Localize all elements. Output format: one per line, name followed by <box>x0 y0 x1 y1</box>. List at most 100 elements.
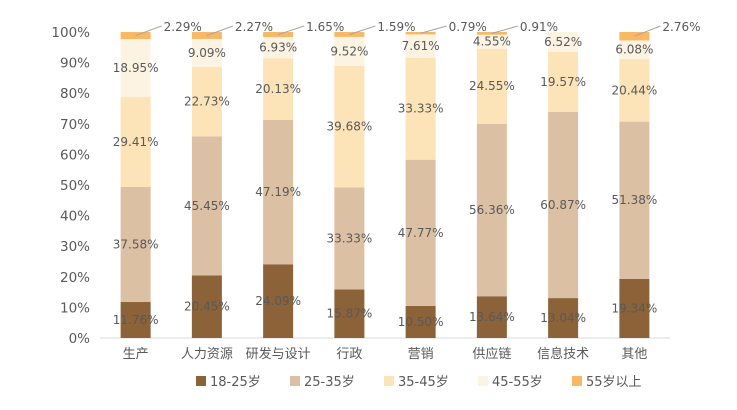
bar-segment-4 <box>548 32 579 52</box>
bar-segment-2 <box>405 159 436 306</box>
y-tick-label: 0% <box>69 331 91 347</box>
bar-segment-2 <box>263 119 294 265</box>
bar-segment-3 <box>334 66 365 188</box>
data-label: 9.52% <box>330 44 368 58</box>
bar-segment-2 <box>619 121 650 279</box>
data-label: 6.08% <box>615 43 653 57</box>
y-tick-label: 40% <box>60 209 90 225</box>
bar-segment-4 <box>334 36 365 67</box>
data-label: 45.45% <box>184 199 230 213</box>
y-tick-label: 10% <box>60 300 90 316</box>
bar-segment-1 <box>548 298 579 338</box>
y-tick-label: 100% <box>51 25 90 41</box>
bar-segment-1 <box>619 278 650 338</box>
data-label: 0.79% <box>449 20 487 34</box>
data-label: 56.36% <box>469 203 515 217</box>
data-label: 13.64% <box>469 310 515 324</box>
legend-label: 35-45岁 <box>398 375 449 390</box>
bar-segment-2 <box>191 136 222 276</box>
data-label: 19.34% <box>611 301 657 315</box>
x-tick-label: 研发与设计 <box>246 346 311 362</box>
data-label: 2.29% <box>164 20 202 34</box>
data-label: 18.95% <box>113 61 159 75</box>
bar-segment-2 <box>334 187 365 290</box>
bar-segment-3 <box>120 97 151 188</box>
bar-segment-5 <box>476 31 507 35</box>
data-label: 20.13% <box>255 82 301 96</box>
data-label: 0.91% <box>520 20 558 34</box>
data-label: 24.09% <box>255 294 301 308</box>
legend-swatch <box>572 376 582 386</box>
data-label: 1.65% <box>306 20 344 34</box>
bar-segment-1 <box>334 289 365 338</box>
legend-swatch <box>290 376 300 386</box>
bar-segment-1 <box>120 302 151 338</box>
y-tick-label: 60% <box>60 147 90 163</box>
data-label: 20.44% <box>611 83 657 97</box>
leader-line <box>349 25 376 35</box>
x-tick-label: 信息技术 <box>537 346 589 362</box>
bar-segment-2 <box>476 123 507 297</box>
y-tick-label: 20% <box>60 270 90 286</box>
y-tick-label: 70% <box>60 117 90 133</box>
legend-label: 45-55岁 <box>492 375 543 390</box>
data-label: 33.33% <box>398 102 444 116</box>
leader-line <box>277 25 305 36</box>
bar-segment-1 <box>476 296 507 338</box>
bar-segment-3 <box>476 48 507 124</box>
y-tick-label: 90% <box>60 56 90 72</box>
data-label: 6.93% <box>259 41 297 55</box>
leader-line <box>420 25 447 34</box>
x-tick-label: 行政 <box>336 347 362 362</box>
data-label: 47.77% <box>398 226 444 240</box>
bar-segment-4 <box>120 39 151 98</box>
data-label: 47.19% <box>255 185 301 199</box>
data-label: 33.33% <box>326 231 372 245</box>
data-label: 51.38% <box>611 193 657 207</box>
leader-line <box>206 25 234 36</box>
bar-segment-1 <box>263 264 294 338</box>
data-label: 2.27% <box>235 20 273 34</box>
data-label: 2.76% <box>662 20 700 34</box>
data-label: 10.50% <box>398 315 444 329</box>
leader-line <box>634 25 661 37</box>
data-label: 37.58% <box>113 238 159 252</box>
bar-segment-2 <box>548 111 579 299</box>
data-label: 15.87% <box>326 307 372 321</box>
y-tick-label: 50% <box>60 178 90 194</box>
bar-segment-4 <box>191 38 222 67</box>
data-label: 19.57% <box>540 75 586 89</box>
data-label: 60.87% <box>540 198 586 212</box>
bar-segment-3 <box>191 66 222 137</box>
data-label: 24.55% <box>469 79 515 93</box>
data-label: 4.55% <box>473 35 511 49</box>
legend-label: 18-25岁 <box>210 375 261 390</box>
x-tick-label: 人力资源 <box>181 347 233 362</box>
data-label: 6.52% <box>544 35 582 49</box>
bar-segment-3 <box>548 51 579 112</box>
bar-segment-2 <box>120 187 151 303</box>
bar-segment-4 <box>619 40 650 60</box>
legend-swatch <box>478 376 488 386</box>
data-label: 13.04% <box>540 311 586 325</box>
x-tick-label: 生产 <box>123 347 149 362</box>
bar-segment-3 <box>619 59 650 122</box>
legend-swatch <box>196 376 206 386</box>
bar-segment-1 <box>191 275 222 338</box>
y-tick-label: 30% <box>60 239 90 255</box>
y-tick-label: 80% <box>60 86 90 102</box>
data-label: 22.73% <box>184 95 230 109</box>
bar-segment-4 <box>476 34 507 49</box>
x-tick-label: 其他 <box>621 347 647 362</box>
data-label: 11.76% <box>113 313 159 327</box>
bar-segment-4 <box>405 34 436 58</box>
bar-segment-3 <box>405 57 436 160</box>
bar-segment-5 <box>405 32 436 35</box>
bar-segment-3 <box>263 58 294 120</box>
data-label: 29.41% <box>113 135 159 149</box>
data-label: 39.68% <box>326 120 372 134</box>
legend-swatch <box>384 376 394 386</box>
data-label: 1.59% <box>377 20 415 34</box>
